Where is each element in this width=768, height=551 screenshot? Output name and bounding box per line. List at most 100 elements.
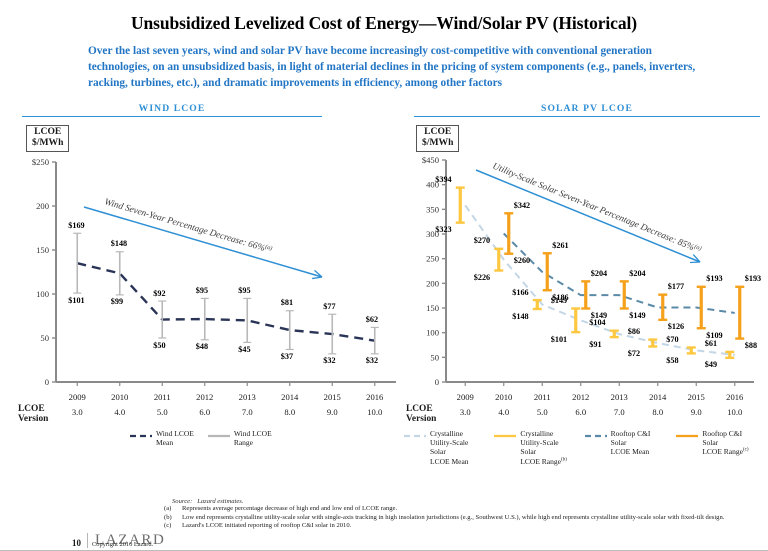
wind-x-axis-labels: 2009 2010 2011 2012 2013 2014 2015 2016 [12,392,400,406]
wind-version-value: 5.0 [156,406,168,417]
solar-version-label-line2: Version [406,413,437,424]
solar-x-label: 2014 [649,391,667,402]
solar-version-value: 8.0 [652,406,664,417]
wind-legend-label-line: Wind LCOE [156,428,194,438]
solar-legend: Crystalline Utility-Scale Solar LCOE Mean C… [404,429,768,467]
solar-value-label: $149 [629,311,646,321]
solar-axis-unit-line2: $/MWh [422,136,454,148]
svg-text:$250: $250 [32,157,49,167]
svg-text:250: 250 [426,253,439,263]
solar-lcoe-version-row: LCOE Version 3.0 4.0 5.0 6.0 7.0 8.0 9.0 10.0 [400,404,768,424]
solar-value-label: $148 [512,311,529,321]
solar-value-label: $58 [666,355,679,365]
wind-axis-unit-line2: $/MWh [32,136,64,148]
solar-legend-label: Crystalline Utility-Scale Solar LCOE Range… [520,429,570,467]
wind-x-label: 2011 [153,391,171,402]
solar-legend-label-line: LCOE Mean [610,447,650,457]
svg-text:150: 150 [426,303,439,313]
solar-legend-swatch-icon [676,434,699,437]
svg-text:400: 400 [426,179,439,189]
footnote-marker: (a) [164,505,172,513]
solar-legend-label-line: Utility-Scale Solar [520,437,559,457]
solar-x-label: 2015 [687,391,705,402]
solar-value-label: $149 [590,311,608,321]
solar-value-label: $91 [589,339,602,349]
solar-version-value: 7.0 [613,406,625,417]
solar-x-label: 2010 [495,391,513,402]
solar-panel: SOLAR PV LCOE LCOE $/MWh $450 400 350 300 25… [400,103,768,466]
wind-x-label: 2009 [68,391,86,402]
wind-value-label: $37 [280,352,294,361]
svg-text:50: 50 [40,333,49,343]
wind-legend-label-line: Mean [156,437,174,447]
wind-version-value: 9.0 [326,406,338,417]
solar-version-value: 10.0 [727,406,743,417]
solar-legend-swatch-icon [584,434,607,437]
wind-version-value: 7.0 [241,406,253,417]
svg-text:0: 0 [435,377,439,387]
solar-chart-plot: $450 400 350 300 250 200 150 100 50 0 Utility-Scal… [400,152,768,392]
wind-panel: WIND LCOE LCOE $/MWh $250 200 150 100 50 0 Win… [0,103,400,466]
wind-x-label: 2010 [111,391,129,402]
solar-value-label: $204 [590,268,608,278]
svg-text:200: 200 [36,201,49,211]
svg-text:150: 150 [36,245,49,255]
solar-legend-label-line: LCOE Range(c) [702,447,749,457]
solar-value-label: $204 [629,268,646,278]
solar-value-label: $342 [513,200,531,210]
solar-value-label: $261 [552,240,569,250]
wind-legend-item: Wind LCOE Range [207,429,272,448]
solar-value-label: $177 [667,282,685,292]
solar-value-label: $49 [704,360,718,370]
solar-value-label: $88 [744,341,758,351]
solar-value-label: $323 [435,225,452,235]
page-title: Unsubsidized Levelized Cost of Energy—Wi… [131,13,637,33]
footnote: (a) Represents average percentage decreas… [0,505,768,514]
svg-text:350: 350 [426,204,439,214]
solar-value-label: $101 [550,334,568,344]
wind-value-label: $32 [323,356,336,366]
footnote-text: Lazard's LCOE initiated reporting of roo… [182,522,352,530]
solar-version-value: 9.0 [690,406,702,417]
solar-legend-label: Crystalline Utility-Scale Solar LCOE Mean [430,429,480,467]
wind-value-label: $99 [110,297,124,307]
footnote-marker: (c) [164,522,172,530]
copyright-text: Copyright 2016 Lazard. [92,541,154,548]
wind-x-label: 2013 [238,391,256,402]
solar-value-label: $394 [435,175,452,185]
wind-chart-plot: $250 200 150 100 50 0 Wind Seven-Year Percenta… [12,152,400,392]
solar-value-label: $270 [473,236,491,246]
page-number: 10 [72,538,81,548]
wind-version-value: 4.0 [114,406,126,417]
wind-value-label: $101 [68,295,85,305]
wind-x-label: 2016 [366,391,384,402]
wind-legend-label: Wind LCOE Mean [156,429,194,448]
solar-value-label: $126 [667,322,685,332]
solar-value-label: $104 [589,318,606,328]
wind-version-value: 10.0 [367,406,383,417]
solar-legend-item: Rooftop C&I Solar LCOE Mean [584,429,663,467]
svg-text:200: 200 [426,278,439,288]
solar-x-axis-labels: 2009 2010 2011 2012 2013 2014 2015 2016 [400,392,768,406]
wind-value-label: $95 [195,285,209,295]
page-footer: Source: Lazard estimates. (a) Represents … [0,498,768,551]
solar-legend-item: Rooftop C&I Solar LCOE Range(c) [676,429,754,467]
source-text: Lazard estimates. [197,498,244,506]
wind-legend-swatch-icon [207,434,230,437]
solar-value-label: $226 [473,273,491,283]
solar-chart-svg: $450400350300250200150100500Utility-Scal… [422,155,754,387]
solar-x-label: 2012 [572,391,590,402]
solar-value-label: $109 [706,330,723,340]
wind-value-label: $169 [68,220,85,230]
wind-version-label-line1: LCOE [18,403,45,414]
wind-legend-swatch-icon [130,434,152,437]
wind-version-value: 8.0 [284,406,296,417]
wind-chart-svg: $250 200 150 100 50 0 Wind Seven-Year Percenta… [32,157,396,387]
solar-section-header: SOLAR PV LCOE [414,103,760,118]
footnote: (b) Low end represents crystalline utilit… [0,514,768,523]
solar-value-label: $72 [627,349,641,359]
wind-version-label-line2: Version [18,413,49,424]
wind-value-label: $95 [238,285,251,295]
wind-value-label: $77 [323,301,336,311]
svg-text:100: 100 [426,327,439,337]
